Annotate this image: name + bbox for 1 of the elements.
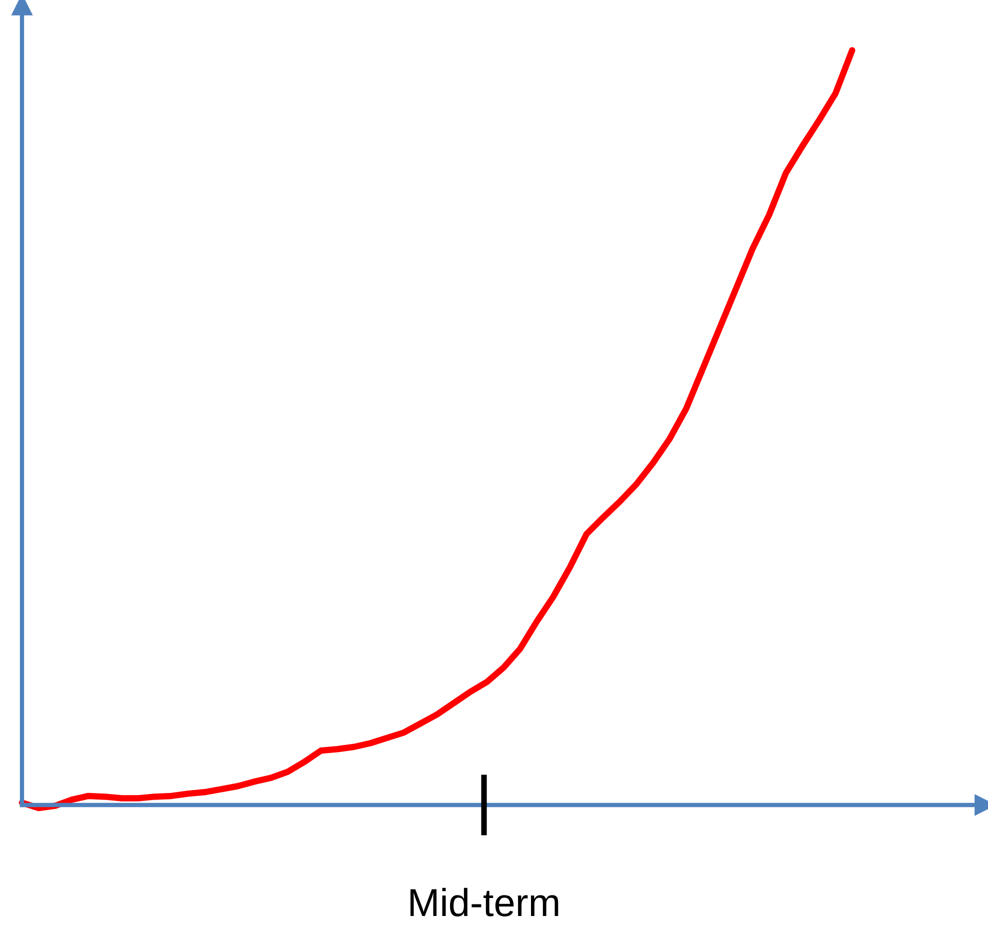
text: Mid-term — [410, 888, 558, 916]
